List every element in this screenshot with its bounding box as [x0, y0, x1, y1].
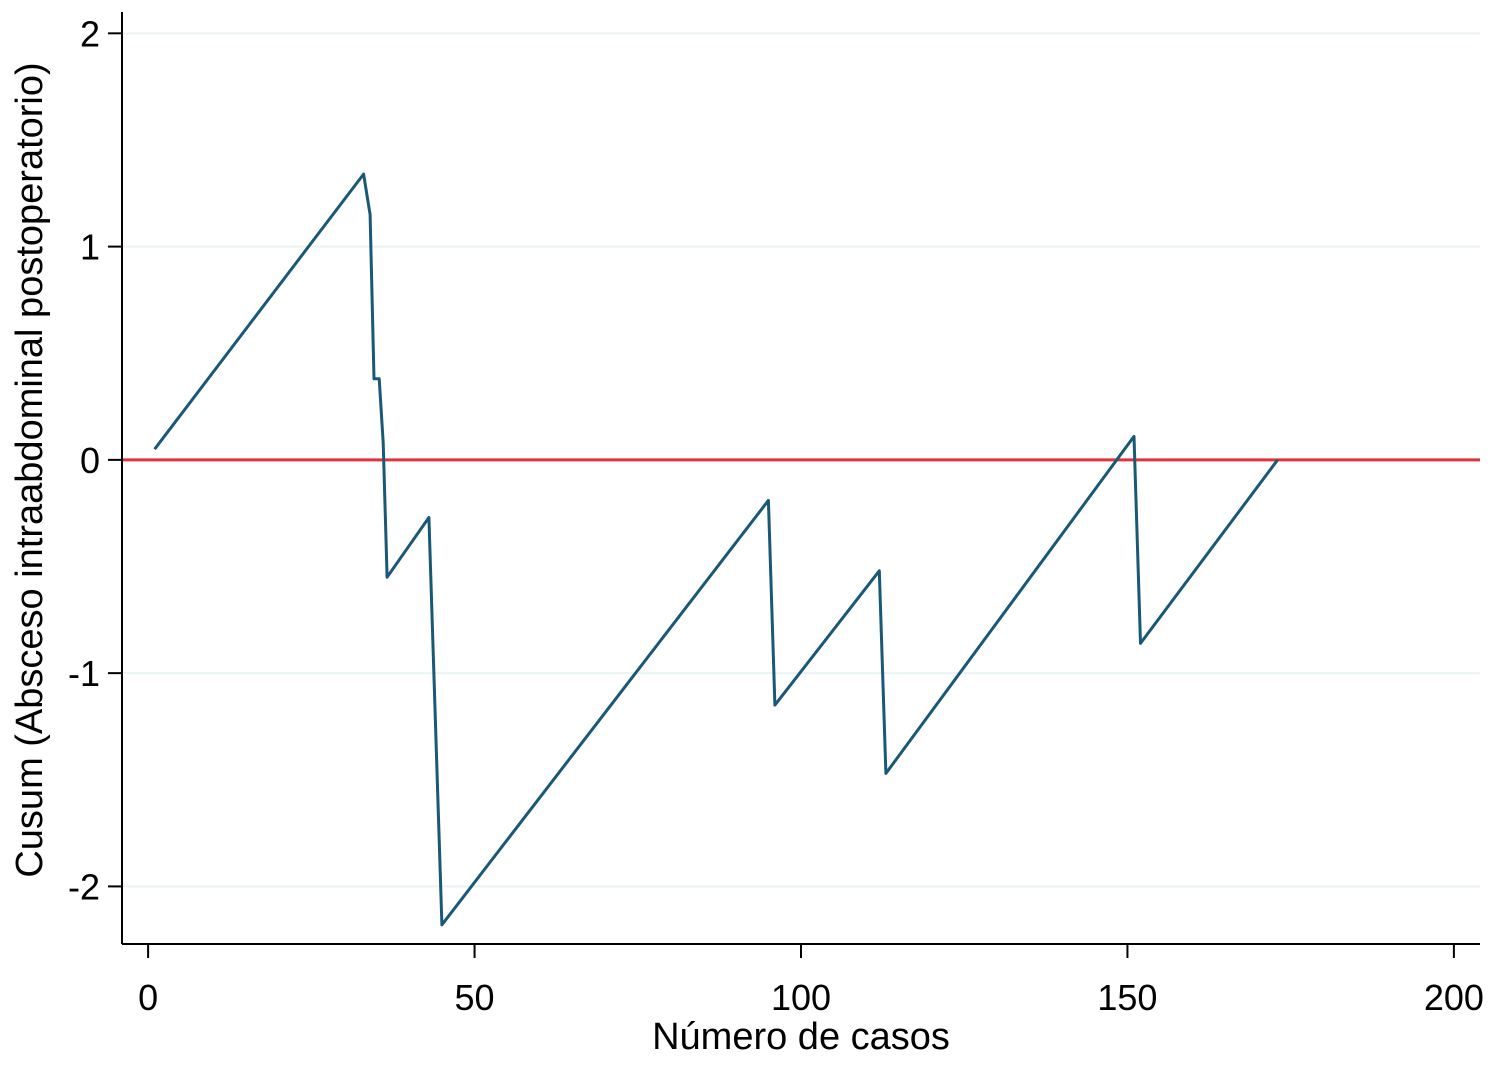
x-tick-label: 100 [771, 977, 831, 1018]
y-axis-title: Cusum (Absceso intraabdominal postoperat… [9, 62, 51, 877]
x-tick-label: 0 [138, 977, 158, 1018]
x-axis-title: Número de casos [652, 1016, 950, 1058]
y-tick-label: 0 [80, 440, 100, 481]
x-tick-label: 50 [455, 977, 495, 1018]
x-tick-label: 150 [1097, 977, 1157, 1018]
y-tick-label: 2 [80, 13, 100, 54]
y-tick-label: -1 [68, 653, 100, 694]
y-tick-label: -2 [68, 866, 100, 907]
x-tick-label: 200 [1424, 977, 1484, 1018]
y-tick-label: 1 [80, 227, 100, 268]
x-axis-ticks: 0 50 100 150 200 [138, 944, 1484, 1018]
cusum-series-line [153, 172, 1279, 927]
gridlines [122, 32, 1480, 888]
y-axis-ticks: -2 -1 0 1 2 [68, 13, 122, 907]
